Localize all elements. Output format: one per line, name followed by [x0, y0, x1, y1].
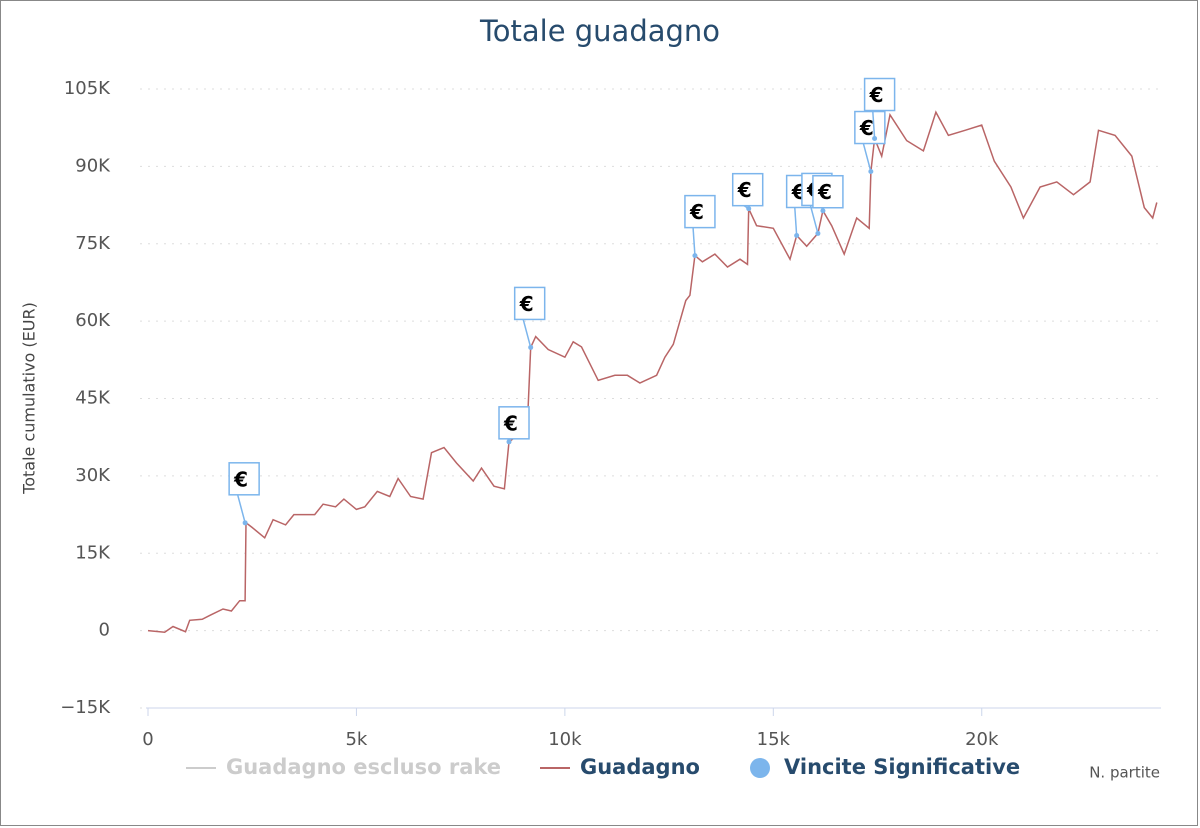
- flag-point: [868, 169, 874, 175]
- flag-connector: [793, 205, 798, 236]
- flag-point: [506, 439, 512, 445]
- y-tick-label: 60K: [75, 310, 111, 331]
- y-tick-label: 75K: [75, 233, 111, 254]
- flag-connector: [692, 225, 696, 256]
- flag-point: [820, 208, 826, 214]
- flag-box: [498, 406, 530, 440]
- flag-box: [684, 194, 716, 229]
- flag-connector: [236, 492, 246, 524]
- flag-box: [513, 286, 546, 321]
- flag-connector: [871, 108, 876, 139]
- legend-label: Vincite Significative: [784, 755, 1020, 779]
- flag-label: €: [519, 292, 534, 316]
- flag-label: €: [737, 178, 752, 202]
- line: [147, 110, 1158, 633]
- flag-box: [854, 110, 886, 145]
- flag-connector: [862, 141, 872, 172]
- legend-label: Guadagno: [580, 755, 700, 779]
- flag-point: [746, 206, 752, 212]
- flag-point: [794, 232, 800, 238]
- flag-box: [228, 462, 260, 496]
- legend-symbol: [750, 758, 770, 778]
- flag-box: [863, 77, 896, 112]
- y-tick-label: 15K: [75, 542, 111, 563]
- x-tick-label: 0: [142, 729, 153, 750]
- flag-label: €: [233, 467, 248, 491]
- chart-title: Totale guadagno: [479, 14, 720, 48]
- flag-connector: [809, 203, 819, 234]
- legend-label: Guadagno escluso rake: [226, 755, 501, 779]
- x-tick-label: 15k: [757, 729, 791, 750]
- flag-label: €: [869, 83, 884, 107]
- flag-box: [812, 174, 844, 209]
- flag-point: [528, 344, 534, 350]
- flag-label: €: [817, 180, 832, 204]
- flag-point: [815, 230, 821, 236]
- y-tick-label: 105K: [64, 78, 111, 99]
- flag-box: [731, 172, 764, 207]
- y-tick-label: 45K: [75, 388, 111, 409]
- x-axis-title: N. partite: [1089, 764, 1160, 782]
- y-tick-label: −15K: [60, 697, 111, 718]
- y-axis-title: Totale cumulativo (EUR): [20, 302, 39, 495]
- flag-point: [872, 136, 878, 142]
- flag-label: €: [689, 200, 704, 224]
- flag-label: €: [859, 116, 874, 140]
- y-tick-label: 90K: [75, 155, 111, 176]
- x-tick-label: 20k: [965, 729, 999, 750]
- x-tick-label: 10k: [548, 729, 582, 750]
- flag-label: €: [503, 411, 518, 435]
- flag-point: [692, 253, 698, 259]
- y-tick-label: 30K: [75, 465, 111, 486]
- flag-connector: [521, 317, 532, 348]
- x-tick-label: 5k: [345, 729, 367, 750]
- flag-point: [242, 520, 248, 526]
- y-tick-label: 0: [99, 620, 110, 641]
